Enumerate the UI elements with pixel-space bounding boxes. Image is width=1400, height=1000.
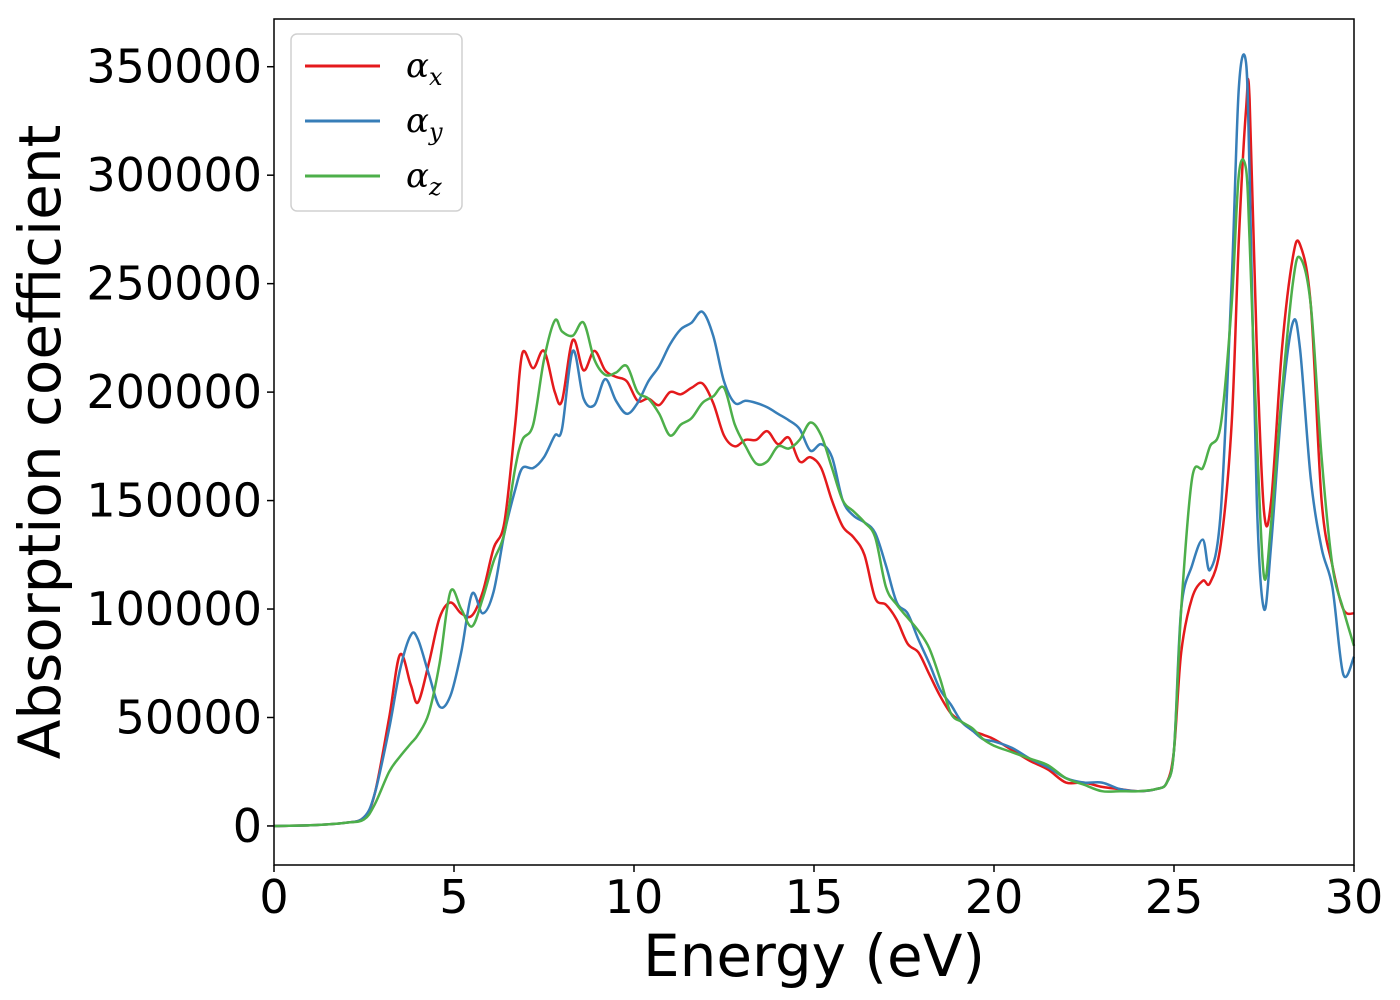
legend-label-y: αy — [406, 101, 443, 146]
series-lines — [273, 53, 1356, 828]
y-tick-label: 250000 — [86, 257, 262, 311]
y-axis-ticks: 0 50000 100000 150000 200000 250000 300000 3500… — [86, 40, 274, 853]
x-tick-label: 15 — [785, 870, 844, 924]
x-tick-label: 10 — [605, 870, 664, 924]
legend: αx αy αz — [290, 33, 463, 212]
y-tick-label: 50000 — [116, 690, 262, 744]
y-tick-label: 300000 — [86, 148, 262, 202]
x-tick-label: 25 — [1145, 870, 1204, 924]
y-tick-label: 200000 — [86, 365, 262, 419]
x-tick-label: 0 — [259, 870, 288, 924]
y-tick-label: 100000 — [86, 582, 262, 636]
x-axis-ticks: 0 5 10 15 20 25 30 — [259, 865, 1383, 924]
y-tick-label: 350000 — [86, 40, 262, 94]
legend-label-z: αz — [406, 156, 442, 201]
legend-label-x: αx — [406, 46, 443, 91]
x-tick-label: 30 — [1325, 870, 1384, 924]
x-axis-title: Energy (eV) — [643, 922, 985, 990]
y-tick-label: 150000 — [86, 474, 262, 528]
series-line-x — [273, 77, 1355, 828]
x-tick-label: 5 — [439, 870, 468, 924]
y-tick-label: 0 — [233, 799, 262, 853]
x-tick-label: 20 — [965, 870, 1024, 924]
y-axis-title: Absorption coefficient — [6, 125, 74, 760]
series-line-z — [273, 158, 1356, 828]
